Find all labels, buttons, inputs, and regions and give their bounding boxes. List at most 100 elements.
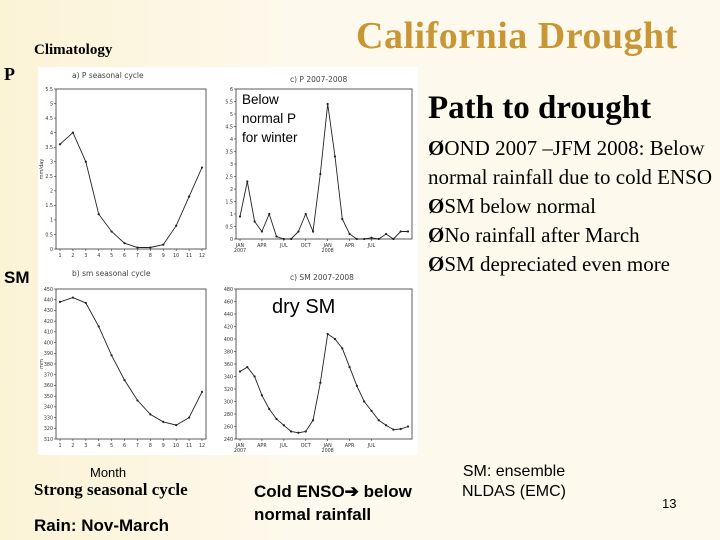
x-tick-label: JAN bbox=[235, 443, 245, 449]
x-tick-label: JUL bbox=[367, 243, 376, 249]
data-point bbox=[253, 220, 256, 223]
data-point bbox=[200, 166, 204, 169]
data-point bbox=[71, 296, 75, 299]
y-tick-label: 4.5 bbox=[225, 124, 233, 130]
data-point bbox=[326, 332, 329, 336]
data-point bbox=[377, 419, 380, 422]
bullet-arrow-icon: Ø bbox=[428, 223, 445, 247]
chart-title: a) P seasonal cycle bbox=[72, 71, 144, 80]
y-axis-label: mm/day bbox=[39, 159, 45, 180]
x-tick-label: 2 bbox=[71, 253, 74, 259]
data-point bbox=[363, 400, 366, 403]
data-point bbox=[377, 237, 380, 241]
data-point bbox=[341, 347, 344, 350]
y-tick-label: 380 bbox=[224, 349, 233, 355]
bullet-list: Ø OND 2007 –JFM 2008: Below normal rainfa… bbox=[428, 134, 720, 279]
y-tick-label: 420 bbox=[44, 319, 53, 325]
y-tick-label: 480 bbox=[224, 287, 233, 293]
row-label-p: P bbox=[4, 64, 15, 84]
chart-title: b) sm seasonal cycle bbox=[72, 269, 151, 278]
data-point bbox=[260, 394, 264, 397]
y-tick-label: 240 bbox=[224, 437, 233, 443]
data-point bbox=[333, 155, 337, 158]
data-point bbox=[268, 407, 271, 411]
data-point bbox=[149, 413, 152, 416]
data-point bbox=[341, 217, 344, 221]
data-point bbox=[275, 235, 278, 238]
x-tick-label: OCT bbox=[301, 243, 311, 249]
y-tick-label: 1 bbox=[50, 218, 53, 224]
x-tick-label: JAN bbox=[323, 443, 333, 449]
y-tick-label: 440 bbox=[224, 312, 233, 318]
bullet-text: OND 2007 –JFM 2008: Below normal rainfal… bbox=[428, 136, 713, 189]
y-tick-label: 440 bbox=[44, 298, 53, 304]
y-tick-label: 260 bbox=[224, 424, 233, 430]
x-tick-label: 9 bbox=[162, 443, 165, 449]
x-tick-label: APR bbox=[257, 443, 267, 449]
bullet-arrow-icon: Ø bbox=[428, 194, 445, 218]
data-point bbox=[392, 428, 395, 431]
data-point bbox=[268, 212, 271, 216]
data-point bbox=[363, 237, 366, 241]
below-note-line: for winter bbox=[242, 130, 298, 145]
y-tick-label: 310 bbox=[44, 437, 53, 443]
data-point bbox=[384, 232, 388, 236]
y-tick-label: 4 bbox=[50, 130, 53, 136]
x-tick-label: 3 bbox=[84, 443, 87, 449]
y-tick-label: 410 bbox=[44, 330, 53, 336]
y-tick-label: 2 bbox=[230, 187, 233, 193]
data-point bbox=[162, 243, 165, 246]
cold-enso-text: below normal rainfall bbox=[254, 482, 412, 524]
data-point bbox=[406, 425, 410, 428]
x-tick-label: 7 bbox=[136, 443, 139, 449]
series-line bbox=[239, 103, 408, 240]
data-point bbox=[348, 232, 351, 236]
y-tick-label: 5.5 bbox=[225, 99, 233, 105]
x-tick-label: 2008 bbox=[322, 248, 334, 254]
x-tick-label: 1 bbox=[58, 443, 61, 449]
bullet-item: ØSM depreciated even more bbox=[428, 250, 720, 279]
data-point bbox=[97, 325, 100, 328]
plot-frame bbox=[55, 288, 207, 440]
dry-sm-note: dry SM bbox=[272, 296, 336, 318]
data-point bbox=[326, 102, 329, 106]
cold-enso-caption: Cold ENSO➔ below normal rainfall bbox=[254, 480, 454, 526]
y-tick-label: 330 bbox=[44, 415, 53, 421]
data-point bbox=[355, 384, 358, 387]
x-tick-label: JUL bbox=[279, 243, 288, 249]
x-tick-label: 5 bbox=[110, 443, 113, 449]
data-point bbox=[200, 390, 204, 393]
chart-sm-seasonal: b) sm seasonal cycle31032033034035036037… bbox=[39, 269, 207, 449]
y-tick-label: 0.5 bbox=[225, 224, 233, 230]
data-point bbox=[162, 420, 165, 423]
x-tick-label: 4 bbox=[97, 443, 100, 449]
y-tick-label: 1 bbox=[230, 212, 233, 218]
x-tick-label: 11 bbox=[186, 443, 192, 449]
data-point bbox=[260, 230, 264, 233]
y-tick-label: 460 bbox=[224, 299, 233, 305]
x-tick-label: 8 bbox=[149, 253, 152, 259]
data-point bbox=[110, 230, 113, 233]
data-point bbox=[304, 430, 307, 433]
data-point bbox=[238, 370, 242, 373]
climatology-label: Climatology bbox=[34, 42, 113, 58]
y-tick-label: 320 bbox=[224, 387, 233, 393]
bullet-item: ØOND 2007 –JFM 2008: Below normal rainfa… bbox=[428, 134, 720, 192]
row-label-sm: SM bbox=[4, 268, 30, 287]
chart-title: c) P 2007-2008 bbox=[290, 75, 347, 84]
data-point bbox=[282, 237, 285, 241]
data-point bbox=[319, 172, 322, 176]
x-tick-label: 2007 bbox=[234, 248, 246, 254]
x-tick-label: 12 bbox=[199, 253, 205, 259]
x-tick-label: 9 bbox=[162, 253, 165, 259]
y-tick-label: 420 bbox=[224, 324, 233, 330]
data-point bbox=[175, 224, 178, 227]
data-point bbox=[246, 366, 249, 369]
x-tick-label: JUL bbox=[279, 443, 288, 449]
x-tick-label: 3 bbox=[84, 253, 87, 259]
y-tick-label: 3 bbox=[230, 162, 233, 168]
data-point bbox=[275, 417, 278, 421]
bullet-item: ØNo rainfall after March bbox=[428, 221, 720, 250]
slide-title: California Drought bbox=[356, 15, 678, 57]
data-point bbox=[282, 424, 285, 427]
